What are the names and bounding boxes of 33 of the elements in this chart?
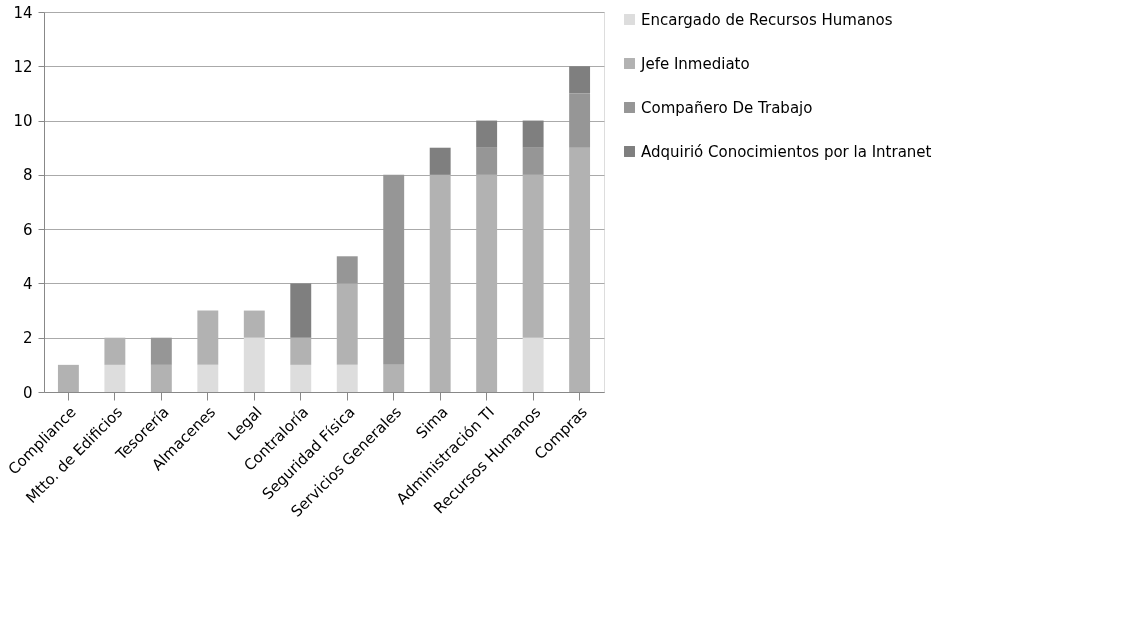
bar — [429, 147, 451, 175]
legend-label: Compañero De Trabajo — [641, 98, 813, 117]
bar — [197, 364, 219, 392]
bar — [569, 66, 591, 94]
y-tick-label: 14 — [13, 3, 33, 22]
bar — [336, 256, 358, 284]
bar — [476, 120, 498, 148]
bar — [150, 364, 172, 392]
bar — [150, 337, 172, 365]
bar — [243, 310, 265, 338]
y-tick-label: 4 — [22, 274, 33, 293]
y-tick-label: 12 — [13, 57, 33, 76]
y-tick-label: 8 — [22, 166, 33, 185]
bar — [57, 364, 79, 392]
legend-label: Jefe Inmediato — [640, 54, 750, 73]
legend-label: Adquirió Conocimientos por la Intranet — [641, 142, 932, 161]
bar — [522, 337, 544, 392]
bar — [290, 364, 312, 392]
bar — [522, 147, 544, 175]
bar — [569, 93, 591, 148]
bar — [336, 364, 358, 392]
bar — [243, 337, 265, 392]
bar — [104, 364, 126, 392]
y-tick-label: 10 — [13, 112, 33, 131]
bar — [383, 364, 405, 392]
bar — [383, 174, 405, 365]
bar — [290, 283, 312, 338]
bar — [522, 120, 544, 148]
y-tick-label: 6 — [22, 220, 33, 239]
y-tick-label: 0 — [22, 383, 33, 402]
legend-label: Encargado de Recursos Humanos — [641, 10, 893, 29]
y-tick-label: 2 — [22, 329, 33, 348]
bar — [476, 147, 498, 175]
